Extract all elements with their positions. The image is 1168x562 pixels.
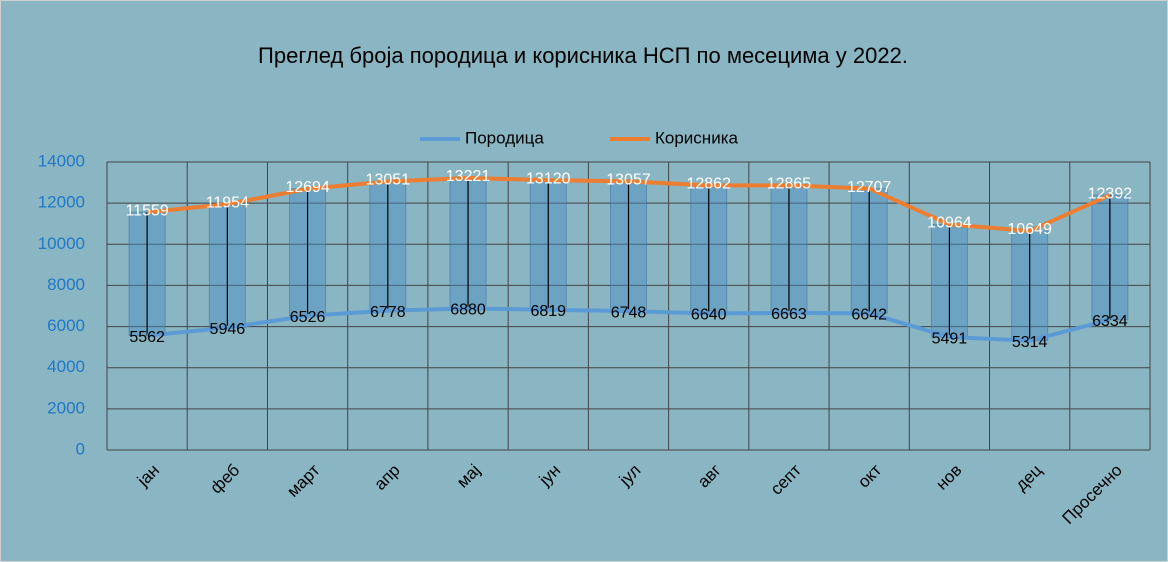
data-label: 6526 <box>290 309 326 326</box>
data-label: 13057 <box>606 172 651 189</box>
data-label: 5562 <box>129 329 165 346</box>
data-label: 5946 <box>210 321 246 338</box>
data-label: 12707 <box>847 179 892 196</box>
legend-label: Породица <box>465 128 544 147</box>
data-label: 12865 <box>767 176 812 193</box>
data-label: 10964 <box>927 215 972 232</box>
data-label: 6819 <box>530 303 566 320</box>
data-label: 11559 <box>125 202 168 219</box>
chart-title: Преглед броја породица и корисника НСП п… <box>258 43 908 68</box>
data-label: 12862 <box>686 176 731 193</box>
series-line <box>146 306 1111 343</box>
data-label: 13221 <box>446 168 491 185</box>
data-label: 6748 <box>611 304 647 321</box>
data-label: 12694 <box>285 179 330 196</box>
y-tick-label: 12000 <box>38 193 85 212</box>
data-label: 6642 <box>851 307 887 324</box>
data-label: 6778 <box>370 304 406 321</box>
data-label: 6334 <box>1092 313 1128 330</box>
data-label: 6640 <box>691 307 727 324</box>
data-label: 12392 <box>1088 185 1133 202</box>
data-label: 13051 <box>366 172 411 189</box>
series-line <box>146 176 1111 233</box>
data-label: 5491 <box>932 330 968 347</box>
data-label: 13120 <box>526 170 571 187</box>
data-label: 6880 <box>450 302 486 319</box>
legend-label: Корисника <box>655 128 739 147</box>
data-label: 6663 <box>771 306 807 323</box>
data-label: 5314 <box>1012 334 1048 351</box>
y-tick-label: 0 <box>76 439 85 458</box>
y-tick-label: 4000 <box>47 357 85 376</box>
data-label: 11954 <box>206 194 249 211</box>
y-tick-label: 2000 <box>47 398 85 417</box>
y-tick-label: 10000 <box>38 234 85 253</box>
data-label: 10649 <box>1007 221 1052 238</box>
y-tick-label: 14000 <box>38 151 85 170</box>
y-tick-label: 6000 <box>47 316 85 335</box>
y-tick-label: 8000 <box>47 275 85 294</box>
